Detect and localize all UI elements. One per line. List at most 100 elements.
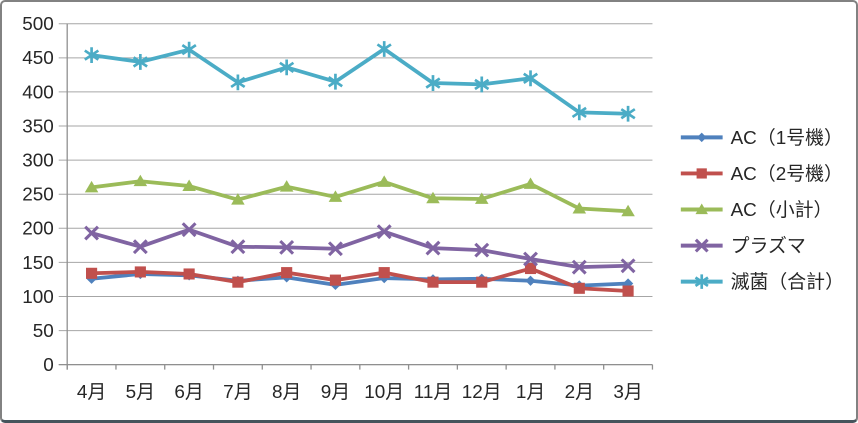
series-line-ac-subtotal[interactable] xyxy=(89,179,630,214)
x-tick-label: 1月 xyxy=(516,381,545,402)
y-tick-label: 400 xyxy=(22,81,54,102)
asterisk-marker xyxy=(620,105,636,122)
triangle-marker xyxy=(84,180,99,193)
square-marker xyxy=(183,268,195,280)
triangle-marker xyxy=(426,191,440,204)
legend-item-ac-unit1[interactable]: AC（1号機） xyxy=(680,127,843,148)
triangle-marker xyxy=(231,193,245,205)
square-marker xyxy=(427,276,439,288)
legend-label: プラズマ xyxy=(731,235,806,256)
series-line-ac-unit2[interactable] xyxy=(89,266,630,293)
triangle-marker xyxy=(523,177,538,189)
y-tick-label: 150 xyxy=(22,252,54,273)
series-sterilization-total[interactable] xyxy=(84,41,636,122)
x-tick-label: 8月 xyxy=(272,381,301,402)
square-marker xyxy=(378,267,390,279)
asterisk-marker xyxy=(181,41,197,58)
x-marker xyxy=(132,239,148,255)
triangle-marker xyxy=(572,201,587,214)
x-marker xyxy=(620,258,636,274)
square-marker xyxy=(281,267,293,279)
axes xyxy=(58,23,654,370)
square-marker xyxy=(622,285,634,297)
asterisk-marker xyxy=(132,54,148,70)
asterisk-marker xyxy=(571,104,587,121)
triangle-marker xyxy=(279,180,294,192)
diamond-marker xyxy=(696,132,707,143)
x-marker xyxy=(523,251,538,267)
legend-item-plasma[interactable]: プラズマ xyxy=(680,235,806,256)
x-marker xyxy=(327,241,343,257)
asterisk-marker xyxy=(279,59,295,76)
series-line-sterilization-total[interactable] xyxy=(89,47,630,116)
x-marker xyxy=(694,238,709,253)
y-tick-label: 200 xyxy=(22,218,54,239)
legend-label: AC（小計） xyxy=(731,199,833,220)
asterisk-marker xyxy=(425,75,441,91)
triangle-marker xyxy=(328,190,343,202)
x-tick-label: 3月 xyxy=(613,381,642,402)
triangle-marker xyxy=(182,179,196,191)
y-tick-label: 50 xyxy=(33,320,54,341)
triangle-marker xyxy=(474,192,489,204)
x-tick-label: 5月 xyxy=(126,381,155,402)
y-tick-label: 0 xyxy=(43,354,54,375)
legend-label: AC（2号機） xyxy=(731,163,843,184)
square-marker xyxy=(329,274,342,286)
gridlines xyxy=(58,23,653,366)
y-axis-labels: 0 50 100 150 200 250 300 350 400 450 500 xyxy=(22,13,54,375)
diamond-marker xyxy=(525,275,536,286)
x-marker xyxy=(376,224,392,240)
x-marker xyxy=(279,239,295,255)
asterisk-marker xyxy=(474,76,490,93)
x-tick-label: 7月 xyxy=(223,381,252,402)
x-marker xyxy=(571,259,587,275)
asterisk-marker xyxy=(230,74,246,91)
series-plasma[interactable] xyxy=(84,222,636,275)
asterisk-marker xyxy=(84,47,100,64)
asterisk-marker xyxy=(523,70,539,87)
asterisk-marker xyxy=(327,73,343,90)
legend-item-ac-unit2[interactable]: AC（2号機） xyxy=(680,163,843,184)
x-tick-label: 4月 xyxy=(77,381,106,402)
triangle-marker xyxy=(621,204,635,217)
square-marker xyxy=(573,282,585,294)
series-ac-unit2[interactable] xyxy=(86,262,634,297)
square-marker xyxy=(86,267,98,279)
x-tick-label: 6月 xyxy=(174,381,203,402)
series-ac-subtotal[interactable] xyxy=(84,174,635,217)
asterisk-marker xyxy=(694,274,709,289)
square-marker xyxy=(524,262,537,275)
y-tick-label: 100 xyxy=(22,286,54,307)
square-marker xyxy=(476,276,488,288)
x-marker xyxy=(84,225,100,241)
triangle-marker xyxy=(377,175,391,187)
x-marker xyxy=(474,242,490,258)
x-tick-label: 9月 xyxy=(321,381,350,402)
legend-label: 滅菌（合計） xyxy=(731,271,844,292)
x-marker xyxy=(230,239,246,255)
y-tick-label: 250 xyxy=(22,184,54,205)
triangle-marker xyxy=(133,174,148,187)
legend-item-sterilization-total[interactable]: 滅菌（合計） xyxy=(680,271,844,292)
asterisk-marker xyxy=(376,41,392,57)
series-line-plasma[interactable] xyxy=(89,227,630,270)
y-tick-label: 450 xyxy=(22,47,54,68)
y-tick-label: 350 xyxy=(22,116,54,137)
x-tick-label: 11月 xyxy=(414,381,453,402)
y-tick-label: 300 xyxy=(22,150,54,171)
y-tick-label: 500 xyxy=(22,13,54,34)
x-axis-labels: 4月 5月 6月 7月 8月 9月 10月 11月 12月 1月 2月 3月 xyxy=(77,381,643,402)
legend-label: AC（1号機） xyxy=(731,127,843,148)
x-tick-label: 10月 xyxy=(364,381,404,402)
square-marker xyxy=(696,168,707,179)
legend-item-ac-subtotal[interactable]: AC（小計） xyxy=(680,199,833,220)
x-marker xyxy=(425,240,441,256)
x-tick-label: 12月 xyxy=(462,381,502,402)
x-marker xyxy=(181,222,197,238)
triangle-marker xyxy=(695,203,708,215)
x-tick-label: 2月 xyxy=(565,381,594,402)
square-marker xyxy=(232,276,244,288)
